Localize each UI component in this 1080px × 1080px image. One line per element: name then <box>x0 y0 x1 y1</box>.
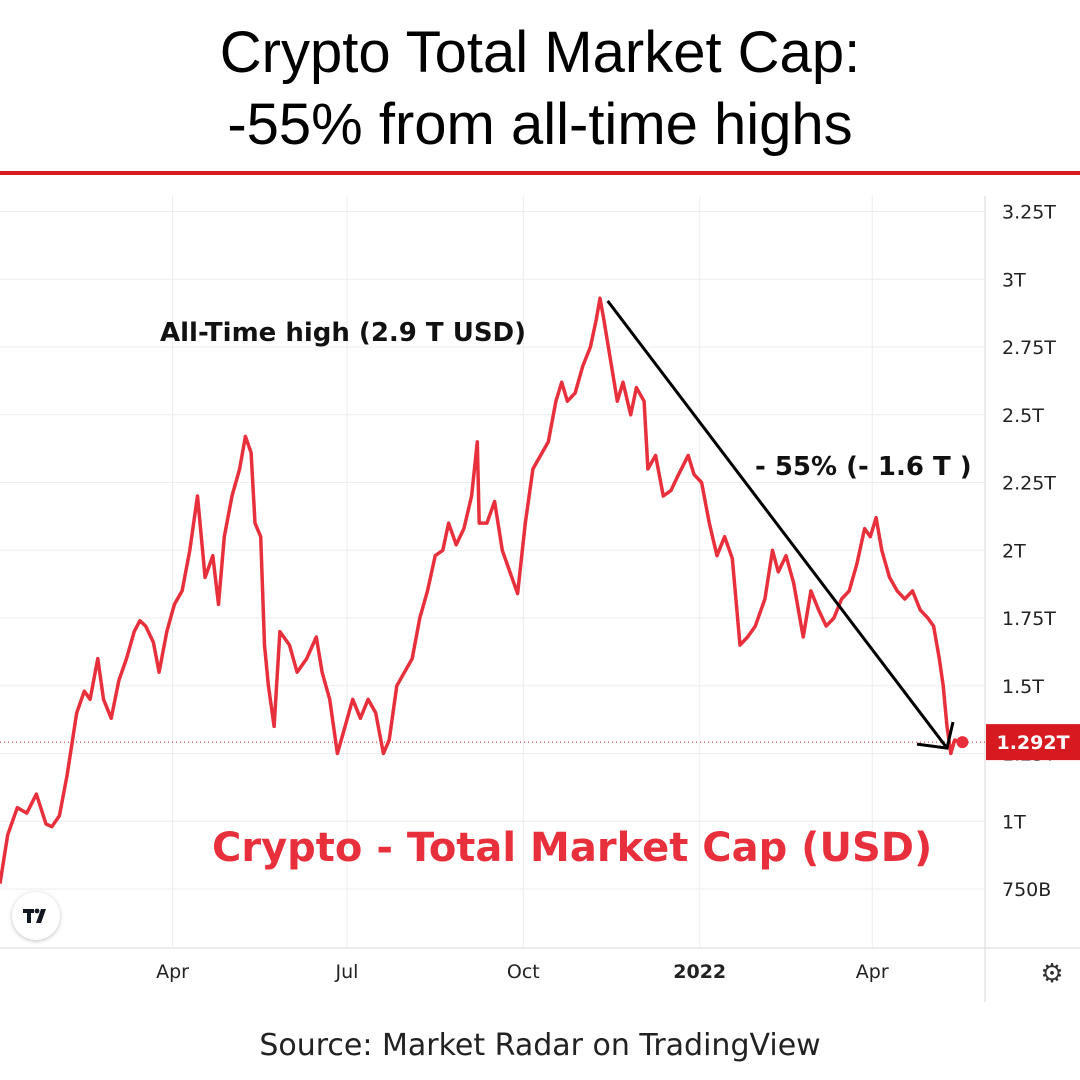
tradingview-logo-glyph <box>23 908 46 923</box>
y-tick-label: 3.25T <box>1002 202 1056 224</box>
x-tick-label: Oct <box>507 961 540 983</box>
header: Crypto Total Market Cap: -55% from all-t… <box>0 0 1080 176</box>
annotation-decline: - 55% (- 1.6 T ) <box>755 452 972 482</box>
chart-title: Crypto - Total Market Cap (USD) <box>212 825 932 871</box>
y-tick-label: 1.75T <box>1002 608 1056 630</box>
y-tick-label: 2T <box>1002 540 1026 562</box>
gear-icon[interactable]: ⚙ <box>1040 959 1064 989</box>
decline-arrow-head <box>916 721 955 750</box>
annotation-all-time-high: All-Time high (2.9 T USD) <box>160 318 526 348</box>
last-value-marker <box>956 736 969 749</box>
x-tick-label: Jul <box>335 961 359 983</box>
y-tick-label: 750B <box>1002 879 1051 901</box>
y-tick-label: 1T <box>1002 811 1026 833</box>
series-line-total-market-cap <box>0 296 962 884</box>
chart-frame: 3.25T3T2.75T2.5T2.25T2T1.75T1.5T1.25T1T7… <box>0 196 1080 1002</box>
y-tick-label: 1.5T <box>1002 676 1044 698</box>
last-value-label: 1.292T <box>996 732 1069 754</box>
decline-arrow-line <box>606 300 949 749</box>
y-tick-label: 2.75T <box>1002 337 1056 359</box>
page-title-line-1: Crypto Total Market Cap: <box>219 20 861 85</box>
header-divider <box>0 171 1080 175</box>
y-tick-label: 2.5T <box>1002 405 1044 427</box>
page-title-line-2: -55% from all-time highs <box>227 92 853 157</box>
y-tick-label: 2.25T <box>1002 473 1056 495</box>
market-cap-chart[interactable]: 3.25T3T2.75T2.5T2.25T2T1.75T1.5T1.25T1T7… <box>0 196 1080 1002</box>
last-value-badge <box>986 724 1080 761</box>
x-tick-label: 2022 <box>673 961 726 983</box>
tradingview-logo-icon[interactable] <box>12 892 60 940</box>
y-tick-label: 3T <box>1002 269 1026 291</box>
x-tick-label: Apr <box>156 961 189 983</box>
x-tick-label: Apr <box>856 961 889 983</box>
source-credit: Source: Market Radar on TradingView <box>259 1028 821 1063</box>
